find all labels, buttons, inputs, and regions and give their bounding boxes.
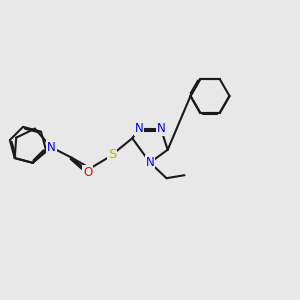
Text: N: N xyxy=(157,122,165,136)
Text: O: O xyxy=(83,166,92,179)
Text: S: S xyxy=(108,148,116,161)
Text: N: N xyxy=(47,141,56,154)
Text: N: N xyxy=(146,156,154,169)
Text: N: N xyxy=(135,122,143,136)
